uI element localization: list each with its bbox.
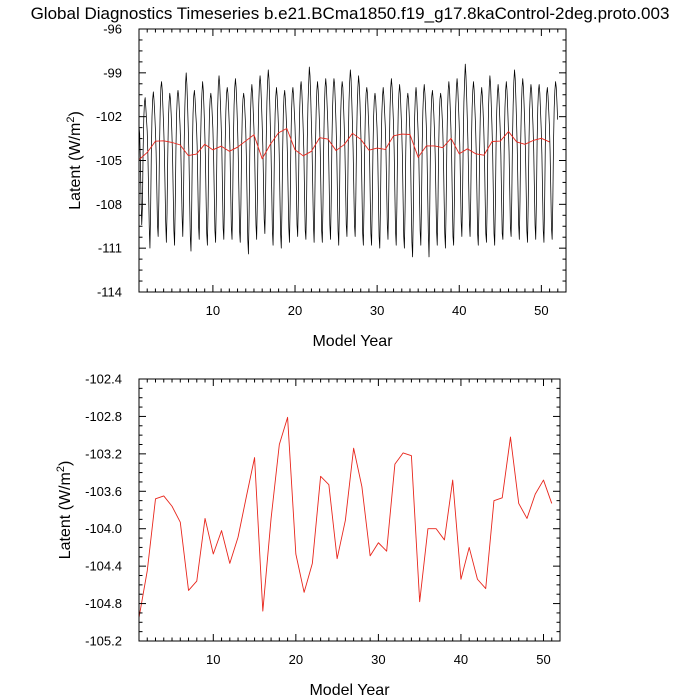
x-axis-title: Model Year bbox=[309, 682, 390, 699]
y-tick-label: -96 bbox=[103, 22, 122, 37]
y-axis-title: Latent (W/m2) bbox=[65, 111, 84, 210]
x-tick-label: 40 bbox=[454, 652, 468, 667]
y-axis-title-superscript: 2 bbox=[55, 466, 67, 472]
y-tick-label: -105 bbox=[96, 153, 122, 168]
annual-series-line bbox=[138, 416, 553, 618]
y-axis-title-main: Latent (W/m bbox=[57, 472, 74, 559]
x-tick-label: 50 bbox=[534, 303, 548, 318]
x-tick-label: 30 bbox=[371, 652, 385, 667]
x-tick-label: 20 bbox=[289, 652, 303, 667]
x-tick-label: 40 bbox=[452, 303, 466, 318]
x-tick-label: 30 bbox=[370, 303, 384, 318]
plot-frame bbox=[138, 378, 561, 642]
y-tick-label: -104.0 bbox=[85, 521, 122, 536]
chart-title: Global Diagnostics Timeseries b.e21.BCma… bbox=[31, 4, 670, 23]
y-tick-label: -111 bbox=[98, 241, 122, 256]
y-axis-title: Latent (W/m2) bbox=[55, 461, 74, 560]
x-tick-label: 50 bbox=[536, 652, 550, 667]
y-tick-label: -103.6 bbox=[85, 484, 122, 499]
y-tick-label: -108 bbox=[96, 197, 122, 212]
y-tick-label: -104.4 bbox=[85, 559, 122, 574]
top-panel: 10 20 30 40 50 -114 -111 -108 -105 -102 -99 -96 Mode… bbox=[65, 22, 567, 350]
y-tick-label: -114 bbox=[97, 285, 122, 300]
plot-frame bbox=[138, 28, 567, 293]
y-tick-label: -103.2 bbox=[85, 446, 122, 461]
y-tick-label: -102.4 bbox=[85, 372, 122, 387]
y-axis-title-main: Latent (W/m bbox=[67, 123, 84, 210]
monthly-series-line bbox=[138, 63, 558, 258]
x-tick-label: 10 bbox=[206, 652, 220, 667]
x-tick-label: 20 bbox=[288, 303, 302, 318]
y-tick-label: -104.8 bbox=[85, 596, 122, 611]
y-tick-label: -102.8 bbox=[85, 409, 122, 424]
bottom-panel: 10 20 30 40 50 -105.2 -104.8 -104.4 -104.0 -103.6… bbox=[55, 372, 561, 699]
x-axis-title: Model Year bbox=[312, 333, 393, 350]
y-axis-title-close: ) bbox=[67, 111, 84, 116]
y-tick-label: -99 bbox=[103, 65, 122, 80]
y-axis-title-close: ) bbox=[57, 461, 74, 466]
y-tick-label: -105.2 bbox=[85, 634, 122, 649]
y-axis-title-superscript: 2 bbox=[65, 117, 77, 123]
annual-series-line bbox=[138, 128, 550, 161]
y-tick-label: -102 bbox=[96, 109, 122, 124]
x-tick-label: 10 bbox=[206, 303, 220, 318]
